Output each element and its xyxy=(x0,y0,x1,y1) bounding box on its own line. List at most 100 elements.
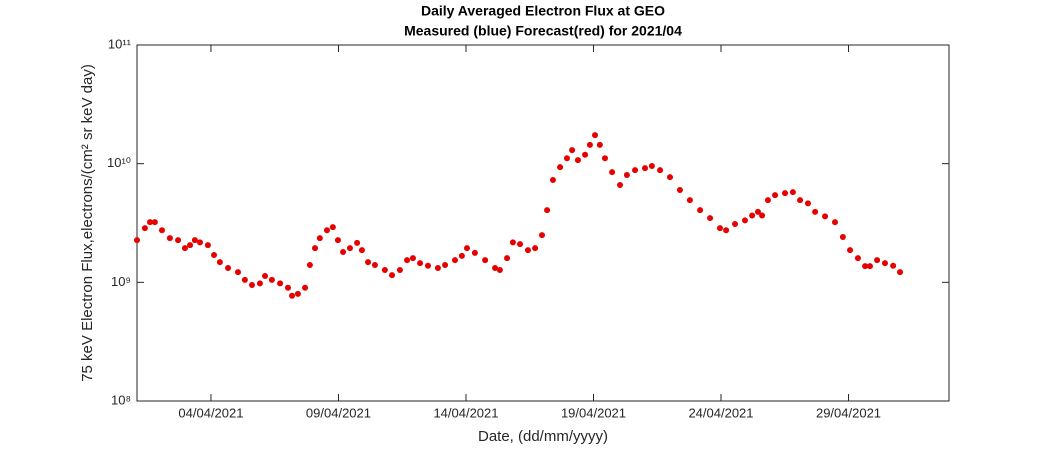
data-point xyxy=(524,247,531,254)
data-point xyxy=(754,208,761,215)
data-point xyxy=(409,255,416,262)
data-point xyxy=(268,276,275,283)
data-point xyxy=(334,237,341,244)
data-point xyxy=(452,257,459,264)
data-point xyxy=(417,260,424,267)
data-point xyxy=(204,242,211,249)
data-point xyxy=(365,259,372,266)
data-point xyxy=(854,255,861,262)
data-point xyxy=(424,262,431,269)
data-point xyxy=(442,261,449,268)
data-point xyxy=(329,224,336,231)
data-point xyxy=(225,265,232,272)
data-point xyxy=(596,141,603,148)
plot-frame xyxy=(136,44,950,402)
data-point xyxy=(134,237,140,244)
x-tick-label: 19/04/2021 xyxy=(561,405,626,420)
data-point xyxy=(191,237,198,244)
data-point xyxy=(632,167,639,174)
x-axis-label: Date, (dd/mm/yyyy) xyxy=(478,428,608,445)
data-point xyxy=(686,197,693,204)
data-point xyxy=(723,227,730,234)
data-point xyxy=(358,247,365,254)
data-point xyxy=(256,280,263,287)
data-point xyxy=(234,269,241,276)
data-point xyxy=(496,267,503,274)
data-point xyxy=(316,235,323,242)
data-point xyxy=(648,163,655,170)
data-point xyxy=(657,167,664,174)
data-point xyxy=(764,197,771,204)
data-point xyxy=(277,280,284,287)
data-point xyxy=(812,208,819,215)
data-point xyxy=(862,263,869,270)
data-point xyxy=(381,267,388,274)
data-point xyxy=(866,263,873,270)
data-point xyxy=(749,212,756,219)
y-tick-label: 10⁹ xyxy=(111,274,131,289)
data-point xyxy=(881,260,888,267)
data-point xyxy=(642,165,649,172)
data-point xyxy=(151,219,158,226)
data-point xyxy=(371,261,378,268)
data-point xyxy=(697,207,704,214)
data-point xyxy=(592,132,599,139)
data-point xyxy=(294,290,301,297)
y-tick-label: 10¹¹ xyxy=(108,36,132,51)
data-point xyxy=(354,239,361,246)
data-point xyxy=(302,284,309,291)
data-point xyxy=(549,177,556,184)
data-point xyxy=(458,252,465,259)
data-point xyxy=(667,174,674,181)
data-point xyxy=(772,192,779,199)
data-point xyxy=(804,200,811,207)
data-point xyxy=(241,276,248,283)
x-tick-label: 09/04/2021 xyxy=(306,405,371,420)
data-point xyxy=(707,215,714,222)
data-point xyxy=(847,247,854,254)
data-point xyxy=(569,147,576,154)
data-point xyxy=(874,257,881,264)
data-point xyxy=(147,219,154,226)
data-point xyxy=(759,212,766,219)
data-point xyxy=(617,182,624,189)
data-point xyxy=(492,265,499,272)
data-point xyxy=(166,235,173,242)
data-point xyxy=(557,164,564,171)
data-point xyxy=(517,241,524,248)
data-point xyxy=(306,261,313,268)
data-point xyxy=(196,239,203,246)
data-point xyxy=(482,257,489,264)
data-point xyxy=(284,284,291,291)
data-point xyxy=(404,257,411,264)
data-point xyxy=(582,151,589,158)
data-point xyxy=(289,292,296,299)
data-point xyxy=(471,249,478,256)
data-point xyxy=(676,186,683,193)
data-point xyxy=(187,242,194,249)
data-point xyxy=(544,207,551,214)
data-point xyxy=(175,237,182,244)
data-point xyxy=(716,225,723,232)
chart-title: Daily Averaged Electron Flux at GEO xyxy=(421,3,665,19)
data-point xyxy=(822,213,829,220)
data-point xyxy=(464,245,471,252)
x-tick-label: 04/04/2021 xyxy=(178,405,243,420)
data-point xyxy=(504,255,511,262)
data-point xyxy=(538,232,545,239)
data-point xyxy=(601,155,608,162)
data-point xyxy=(890,262,897,269)
data-point xyxy=(340,249,347,256)
data-point xyxy=(249,281,256,288)
data-point xyxy=(789,189,796,196)
data-point xyxy=(623,172,630,179)
chart-subtitle: Measured (blue) Forecast(red) for 2021/0… xyxy=(404,23,682,39)
data-point xyxy=(346,245,353,252)
y-tick-label: 10¹⁰ xyxy=(107,155,131,170)
data-point xyxy=(563,155,570,162)
data-point xyxy=(216,259,223,266)
data-point xyxy=(897,269,904,276)
data-point xyxy=(832,219,839,226)
